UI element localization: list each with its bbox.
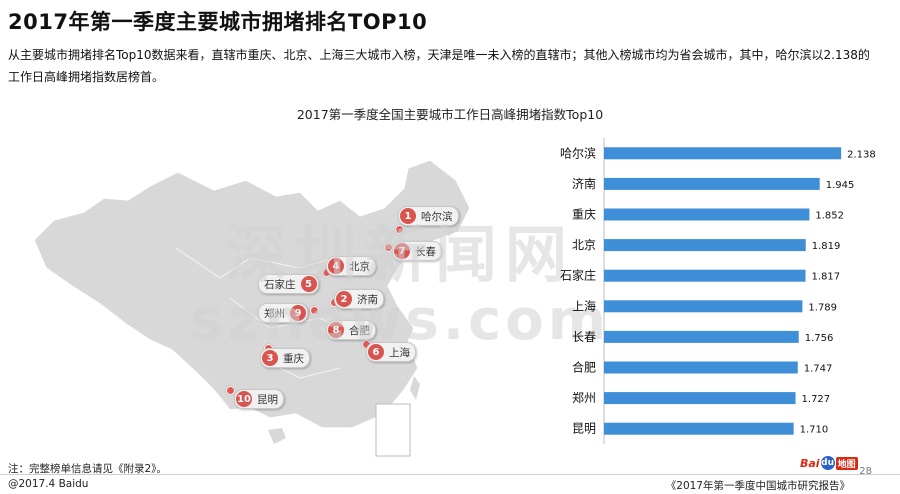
city-label: 上海 — [389, 346, 410, 359]
rank-badge: 10 — [236, 391, 252, 407]
category-label: 郑州 — [572, 390, 596, 405]
category-label: 北京 — [572, 238, 596, 252]
value-label: 1.789 — [808, 302, 837, 313]
bar — [604, 177, 820, 190]
rank-badge: 1 — [400, 208, 416, 224]
bar — [604, 239, 806, 252]
value-label: 1.747 — [804, 364, 833, 375]
map-pin-chongqing: 3 重庆 — [260, 348, 310, 368]
paw-icon: du — [820, 456, 835, 470]
value-label: 2.138 — [847, 149, 876, 160]
logo-bai: Bai — [800, 456, 820, 470]
bar — [604, 269, 806, 282]
copyright: @2017.4 Baidu — [8, 478, 89, 490]
chart-title: 2017第一季度全国主要城市工作日高峰拥堵指数Top10 — [296, 107, 604, 122]
category-label: 合肥 — [572, 360, 596, 375]
bar — [604, 422, 794, 435]
category-label: 哈尔滨 — [560, 145, 596, 160]
value-label: 1.817 — [812, 272, 841, 283]
city-label: 长春 — [415, 245, 436, 258]
map-pin-shijiazhuang: 石家庄 5 — [258, 274, 319, 294]
map-pin-hefei: 8 合肥 — [326, 320, 376, 340]
rank-badge: 8 — [328, 322, 344, 338]
category-label: 重庆 — [572, 208, 596, 222]
page-description: 从主要城市拥堵排名Top10数据来看，直辖市重庆、北京、上海三大城市入榜，天津是… — [8, 48, 870, 84]
city-label: 合肥 — [349, 324, 370, 337]
rank-badge: 9 — [290, 305, 306, 321]
bar — [604, 208, 810, 221]
map-pin-kunming: 10 昆明 — [234, 389, 284, 409]
baidu-map-logo: Bai du 地图 — [800, 455, 858, 471]
footer-divider — [0, 474, 900, 475]
value-label: 1.727 — [802, 394, 831, 405]
bar-chart: 哈尔滨 2.138 济南 1.945 重庆 1.852 北京 1.819 石家庄 1.817 上海 1… — [560, 138, 876, 444]
value-label: 1.756 — [805, 333, 834, 344]
rank-badge: 3 — [262, 350, 278, 366]
map-pin-shanghai: 6 上海 — [366, 342, 416, 362]
city-label: 郑州 — [264, 307, 285, 320]
city-label: 哈尔滨 — [421, 210, 453, 223]
category-label: 长春 — [572, 330, 596, 344]
category-label: 济南 — [572, 176, 596, 191]
footnote: 注：完整榜单信息请见《附录2》。 — [8, 463, 167, 475]
taiwan-island — [410, 376, 420, 400]
bar — [604, 330, 799, 343]
map-pin-zhengzhou: 郑州 9 — [258, 303, 308, 323]
china-mainland-shape — [33, 159, 471, 429]
hainan-island — [268, 428, 286, 444]
rank-badge: 2 — [336, 291, 352, 307]
rank-badge: 7 — [394, 243, 410, 259]
value-label: 1.710 — [800, 425, 829, 436]
map-dot — [395, 225, 404, 234]
category-label: 昆明 — [572, 422, 596, 436]
category-label: 上海 — [572, 298, 596, 313]
city-label: 石家庄 — [264, 278, 296, 291]
report-title: 《2017年第一季度中国城市研究报告》 — [665, 480, 850, 492]
value-label: 1.819 — [812, 241, 841, 252]
bar — [604, 147, 842, 160]
category-label: 石家庄 — [560, 268, 596, 283]
south-china-sea-inset — [375, 403, 411, 457]
bar — [604, 361, 798, 374]
china-map-outline — [33, 159, 471, 457]
china-map: 1 哈尔滨 7 长春 4 北京 石家庄 5 2 济南 郑州 9 8 合肥 6 上… — [0, 128, 560, 458]
city-label: 昆明 — [257, 393, 278, 406]
city-label: 济南 — [357, 293, 378, 306]
map-dot — [310, 306, 319, 315]
value-label: 1.852 — [815, 211, 844, 222]
rank-badge: 5 — [300, 276, 317, 292]
city-label: 重庆 — [283, 352, 304, 365]
bar — [604, 392, 796, 405]
rank-badge: 4 — [328, 258, 344, 274]
map-pin-changchun: 7 长春 — [392, 241, 442, 261]
map-pin-harbin: 1 哈尔滨 — [398, 206, 459, 226]
page-number: 28 — [859, 466, 872, 477]
logo-map: 地图 — [835, 456, 858, 470]
page-title: 2017年第一季度主要城市拥堵排名TOP10 — [8, 10, 428, 34]
map-dot — [226, 386, 235, 395]
bar — [604, 300, 803, 313]
map-pin-beijing: 4 北京 — [326, 256, 376, 276]
rank-badge: 6 — [368, 344, 384, 360]
map-pin-jinan: 2 济南 — [334, 289, 384, 309]
city-label: 北京 — [349, 260, 370, 273]
value-label: 1.945 — [826, 180, 855, 191]
